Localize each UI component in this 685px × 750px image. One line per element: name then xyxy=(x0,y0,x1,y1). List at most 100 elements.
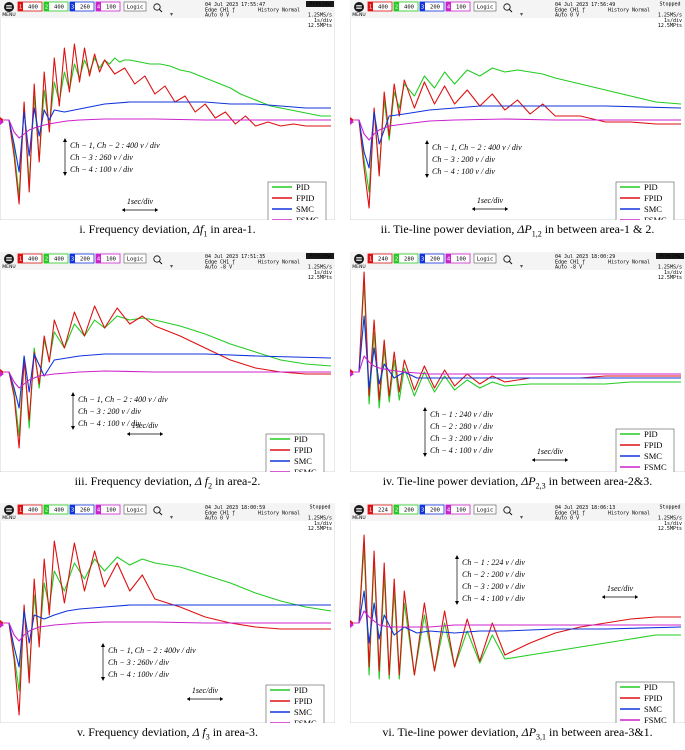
logic-button[interactable] xyxy=(473,253,497,264)
caption-subscript: 3,1 xyxy=(536,732,547,742)
caption-symbol: Δ f xyxy=(192,725,206,739)
channel-3-scale: 200 xyxy=(80,257,90,263)
channel-4-number: 4 xyxy=(97,508,101,514)
channel-4-scale: 100 xyxy=(106,5,116,11)
channel-1-tag xyxy=(368,505,373,514)
legend-box xyxy=(265,433,325,472)
channel-3-tag xyxy=(420,254,425,263)
caption-symbol: Δ f xyxy=(194,474,209,488)
legend-label-pid: PID xyxy=(296,182,310,192)
menu-icon-line xyxy=(6,260,12,261)
timebase-readout: 1s/div xyxy=(314,18,332,24)
logic-button[interactable] xyxy=(123,504,147,515)
legend-box xyxy=(265,684,325,723)
legend-label-fpid: FPID xyxy=(644,193,662,203)
arrow-up-icon xyxy=(63,138,67,142)
trigger-mode: Auto 0 V xyxy=(205,516,229,522)
channel-scale-annotation: Ch − 3 : 200 v / div xyxy=(432,155,495,164)
zoom-icon[interactable] xyxy=(503,506,511,514)
logic-label: Logic xyxy=(127,508,144,514)
trigger-edge: Edge CH1 ƒ xyxy=(555,8,585,14)
panel-caption: v. Frequency deviation, Δ f3 in area-3. xyxy=(0,725,335,741)
logic-label: Logic xyxy=(477,257,494,263)
timebase-readout: 1s/div xyxy=(314,270,332,276)
logic-label: Logic xyxy=(477,5,494,11)
legend-label-fsmc: FSMC xyxy=(294,718,317,723)
arrow-down-icon xyxy=(101,677,105,681)
panel-iii: MENU 1 400 2 400 3 200 4 100 Logic 04 Jul 2023 17:… xyxy=(0,252,335,497)
channel-scale-annotation: Ch − 1, Ch − 2 : 400 v / div xyxy=(78,395,168,404)
arrow-right-icon xyxy=(505,207,508,211)
acquire-normal: Normal xyxy=(632,511,650,517)
logic-button[interactable] xyxy=(123,1,147,12)
sample-rate: 1.25MS/s xyxy=(658,265,682,271)
legend-label-pid: PID xyxy=(644,182,658,192)
trace-fpid xyxy=(354,79,681,209)
channel-1-number: 1 xyxy=(369,5,372,11)
ground-marker-icon xyxy=(0,371,4,377)
caption-text: iii. Frequency deviation, xyxy=(74,474,195,488)
ground-marker-icon xyxy=(350,622,354,628)
channel-3-tag xyxy=(70,254,75,263)
channel-3-tag xyxy=(70,505,75,514)
timebase-readout: 1s/div xyxy=(664,521,682,527)
panel-i: MENU 1 400 2 400 3 260 4 100 Logic 04 Jul 2023 17:… xyxy=(0,0,335,245)
menu-icon-line xyxy=(356,5,362,6)
channel-scale-annotation: Ch − 3 : 200 v / div xyxy=(78,407,141,416)
channel-4-scale: 100 xyxy=(106,508,116,514)
caption-text: iv. Tie-line power deviation, xyxy=(382,474,522,488)
zoom-icon[interactable] xyxy=(153,255,161,263)
scope-datetime: 04 Jul 2023 18:00:29 xyxy=(555,254,615,260)
scope-datetime: 04 Jul 2023 18:00:59 xyxy=(205,505,265,511)
scope-datetime: 04 Jul 2023 17:55:47 xyxy=(205,2,265,8)
channel-3-number: 3 xyxy=(71,257,74,263)
channel-2-scale: 400 xyxy=(404,5,414,11)
zoom-icon-handle xyxy=(159,512,163,516)
caption-suffix: in between area-2&3. xyxy=(545,474,653,488)
trigger-edge: Edge CH1 ƒ xyxy=(555,260,585,266)
channel-3-scale: 260 xyxy=(80,5,90,11)
trace-fpid xyxy=(4,540,331,716)
channel-1-tag xyxy=(18,505,23,514)
ground-marker-icon xyxy=(0,119,4,125)
channel-1-tag xyxy=(368,254,373,263)
caption-text: ii. Tie-line power deviation, xyxy=(380,222,518,236)
arrow-right-icon xyxy=(565,458,568,462)
legend-label-pid: PID xyxy=(294,685,308,695)
menu-icon-line xyxy=(356,508,362,509)
trace-fsmc xyxy=(354,610,681,628)
menu-icon-line xyxy=(6,8,12,9)
menu-label: MENU xyxy=(2,12,15,18)
channel-4-number: 4 xyxy=(447,508,451,514)
menu-icon-line xyxy=(356,511,362,512)
zoom-icon[interactable] xyxy=(503,255,511,263)
legend-label-pid: PID xyxy=(644,429,658,439)
logic-button[interactable] xyxy=(473,1,497,12)
menu-label: MENU xyxy=(2,515,15,521)
ground-marker-icon xyxy=(0,622,4,628)
logic-button[interactable] xyxy=(123,253,147,264)
zoom-icon[interactable] xyxy=(153,506,161,514)
trace-fpid xyxy=(4,305,331,449)
logic-button[interactable] xyxy=(473,504,497,515)
legend-label-fpid: FPID xyxy=(644,440,662,450)
legend-label-smc: SMC xyxy=(644,451,662,461)
caption-suffix: in area-1. xyxy=(207,222,256,236)
status-badge xyxy=(306,504,334,510)
status-badge xyxy=(306,1,334,7)
zoom-icon[interactable] xyxy=(153,3,161,11)
trace-fpid xyxy=(4,43,331,205)
timediv-label: 1sec/div xyxy=(477,196,504,205)
panel-caption: iv. Tie-line power deviation, ΔP2,3 in b… xyxy=(350,474,685,490)
caption-text: i. Frequency deviation, xyxy=(79,222,193,236)
caption-suffix: in between area-1 & 2. xyxy=(541,222,655,236)
channel-2-tag xyxy=(44,2,49,11)
legend-label-fsmc: FSMC xyxy=(296,215,319,220)
timebase-readout: 1s/div xyxy=(664,18,682,24)
timediv-label: 1sec/div xyxy=(537,447,564,456)
scope-screen: MENU 1 400 2 400 3 260 4 100 Logic 04 Jul 2023 18:… xyxy=(0,503,335,723)
menu-icon-line xyxy=(6,511,12,512)
channel-1-scale: 400 xyxy=(28,257,38,263)
channel-2-number: 2 xyxy=(395,257,398,263)
zoom-icon[interactable] xyxy=(503,3,511,11)
